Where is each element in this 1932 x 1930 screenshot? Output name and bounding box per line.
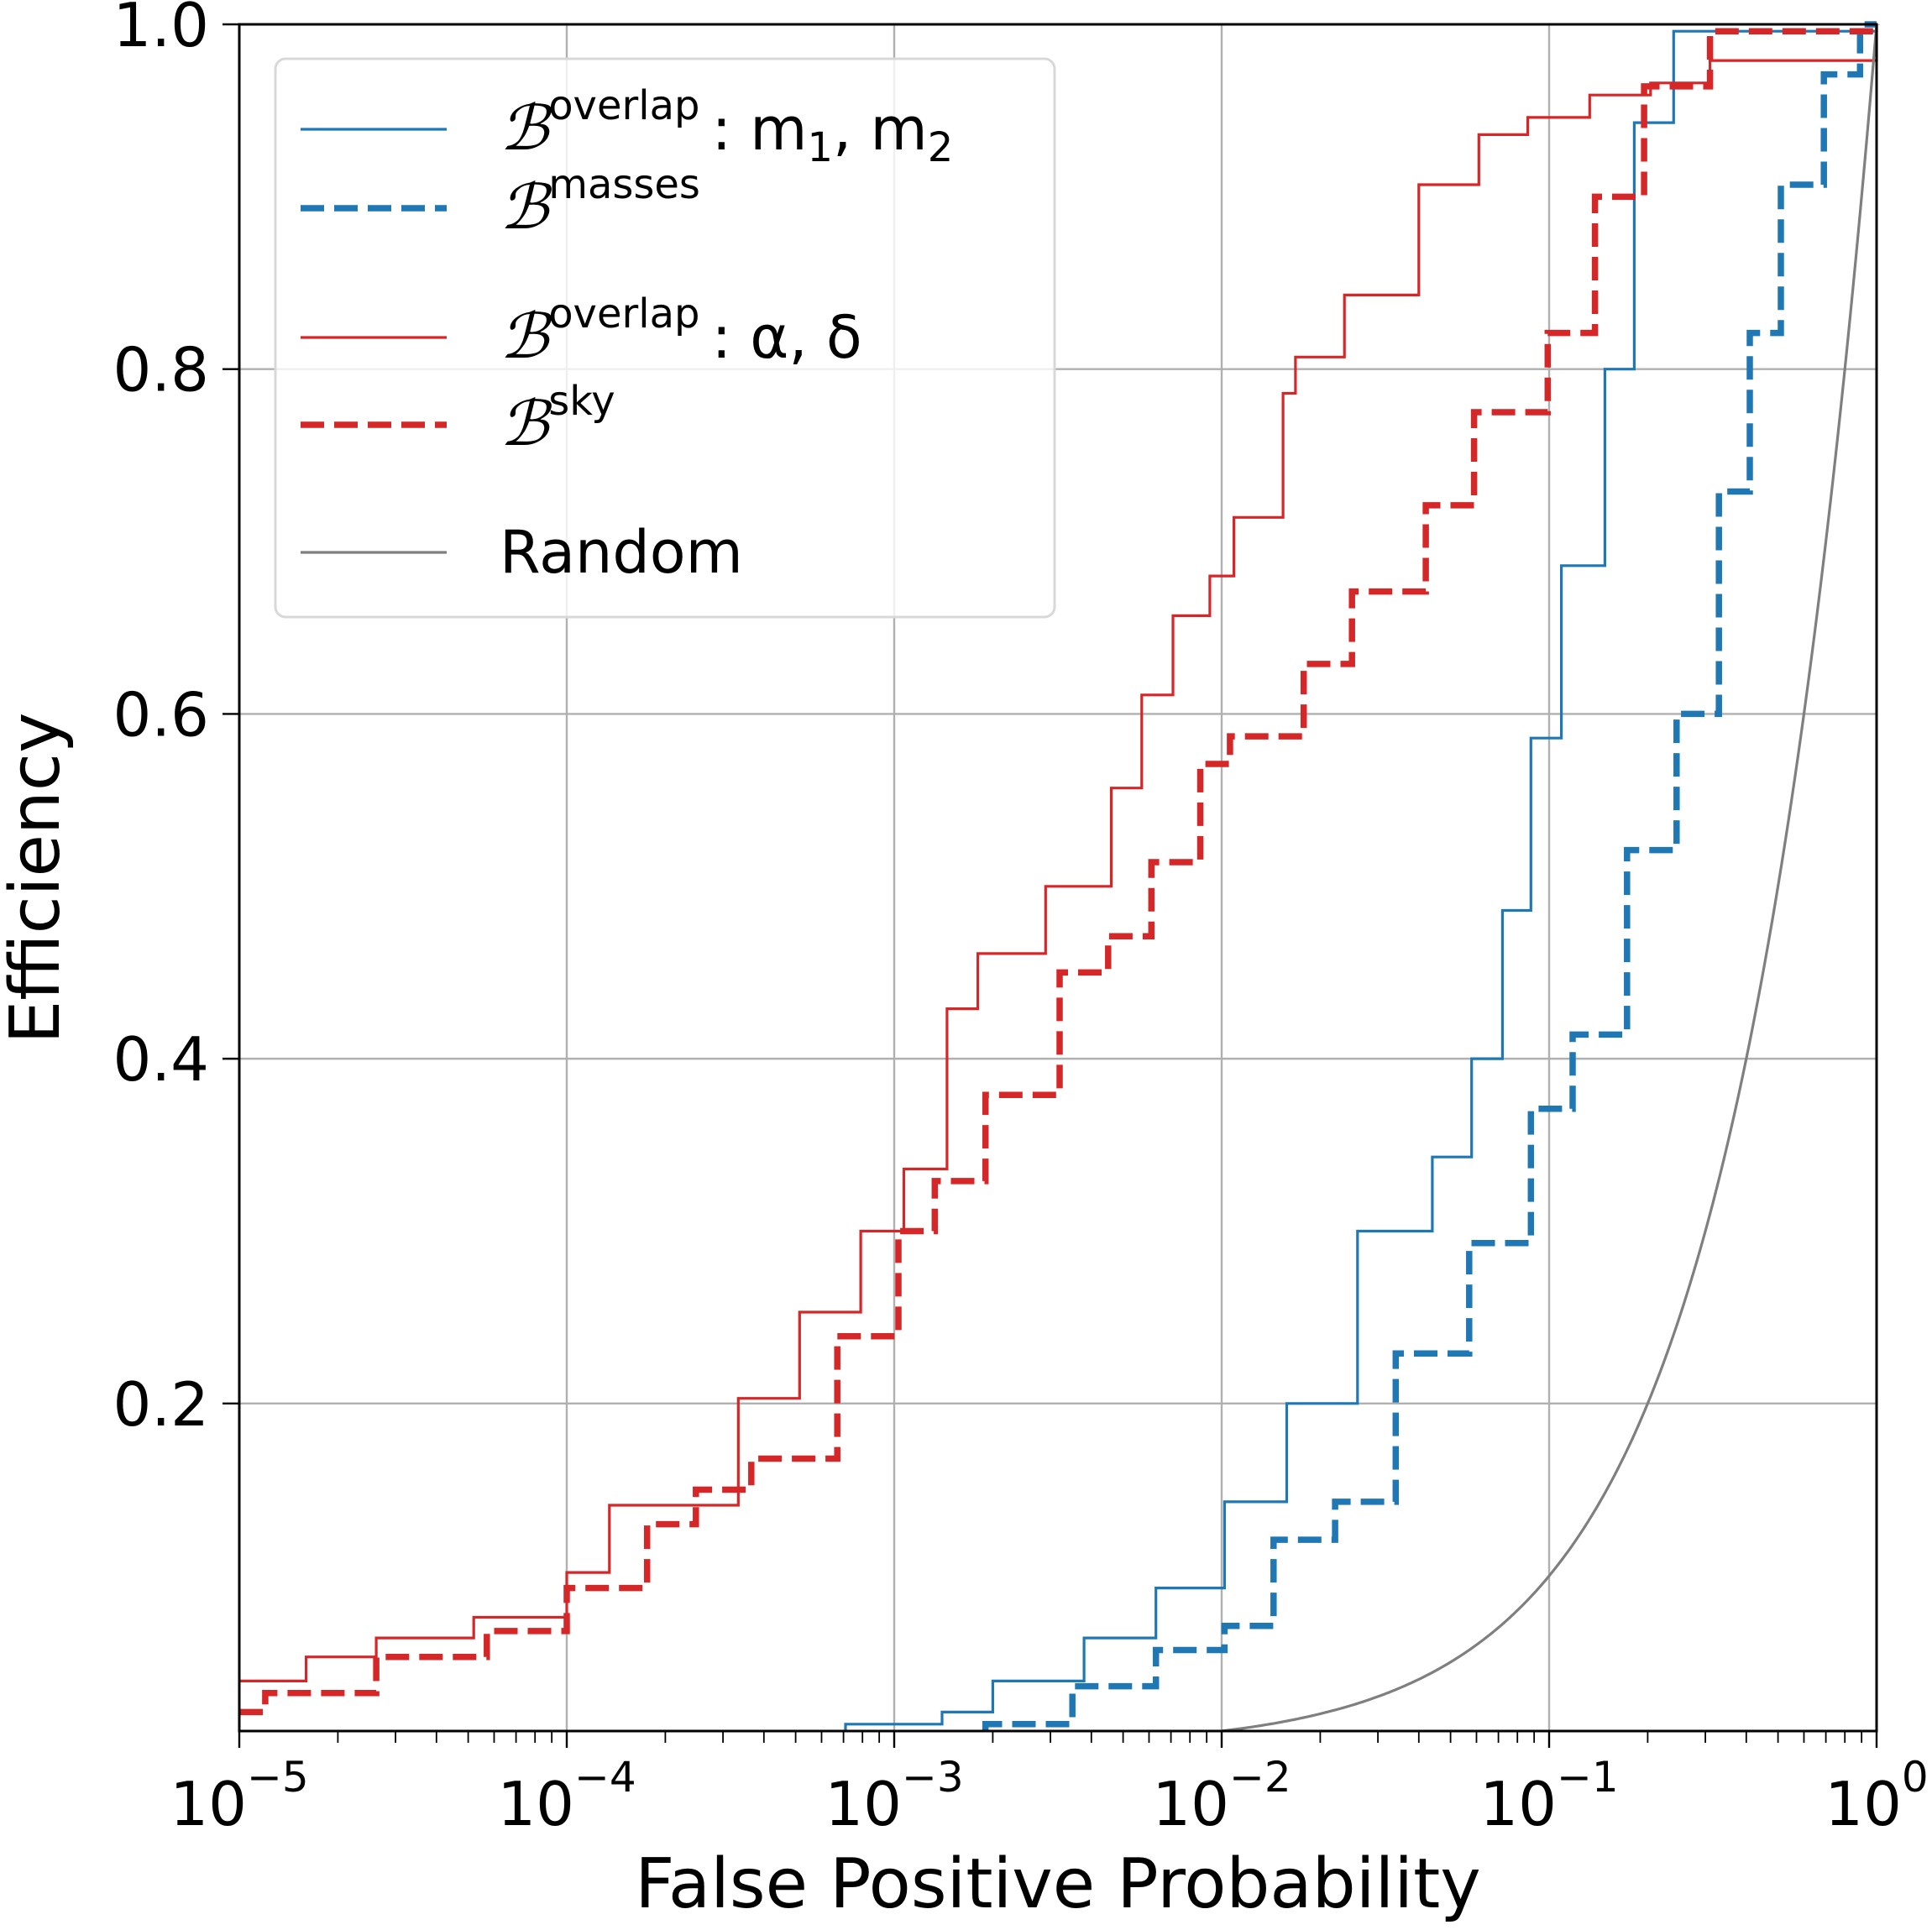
tick-marks <box>223 23 1878 1748</box>
series-line-3 <box>239 24 1878 1682</box>
y-tick-label: 0.8 <box>113 335 209 405</box>
y-tick-label: 0.6 <box>113 679 209 750</box>
series-line-2 <box>982 21 1877 1731</box>
axes-frame <box>238 23 1878 1733</box>
legend-label-4: ℬsky <box>500 378 615 460</box>
legend-label-3: ℬoverlap: α, δ <box>500 290 862 373</box>
legend-label-5: Random <box>500 518 743 587</box>
x-tick-label: 10−4 <box>497 1753 636 1839</box>
series-line-1 <box>844 24 1878 1731</box>
y-axis-title: Efficiency <box>0 713 76 1044</box>
legend-label-1: ℬoverlap: m1, m2 <box>500 82 953 171</box>
series-line-4 <box>239 24 1880 1716</box>
legend-label-2: ℬmasses <box>500 161 700 243</box>
series-layer <box>239 21 1880 1733</box>
x-axis-title: False Positive Probability <box>635 1844 1481 1924</box>
series-line-5 <box>1221 24 1878 1733</box>
x-tick-label: 10−5 <box>170 1753 308 1839</box>
y-tick-label: 0.2 <box>113 1369 209 1440</box>
legend-box <box>274 57 1056 619</box>
x-tick-label: 100 <box>1825 1753 1928 1839</box>
x-tick-label: 10−2 <box>1152 1753 1291 1839</box>
y-tick-label: 0.4 <box>113 1024 209 1095</box>
y-tick-label: 1.0 <box>113 0 209 60</box>
tick-labels: 10−5 10−4 10−3 10−2 10−1 100 0.2 0.4 0.6 0.8 1.0 <box>113 0 1928 1839</box>
plot-frame <box>238 23 1878 1733</box>
x-tick-label: 10−3 <box>825 1753 963 1839</box>
x-tick-label: 10−1 <box>1479 1753 1618 1839</box>
